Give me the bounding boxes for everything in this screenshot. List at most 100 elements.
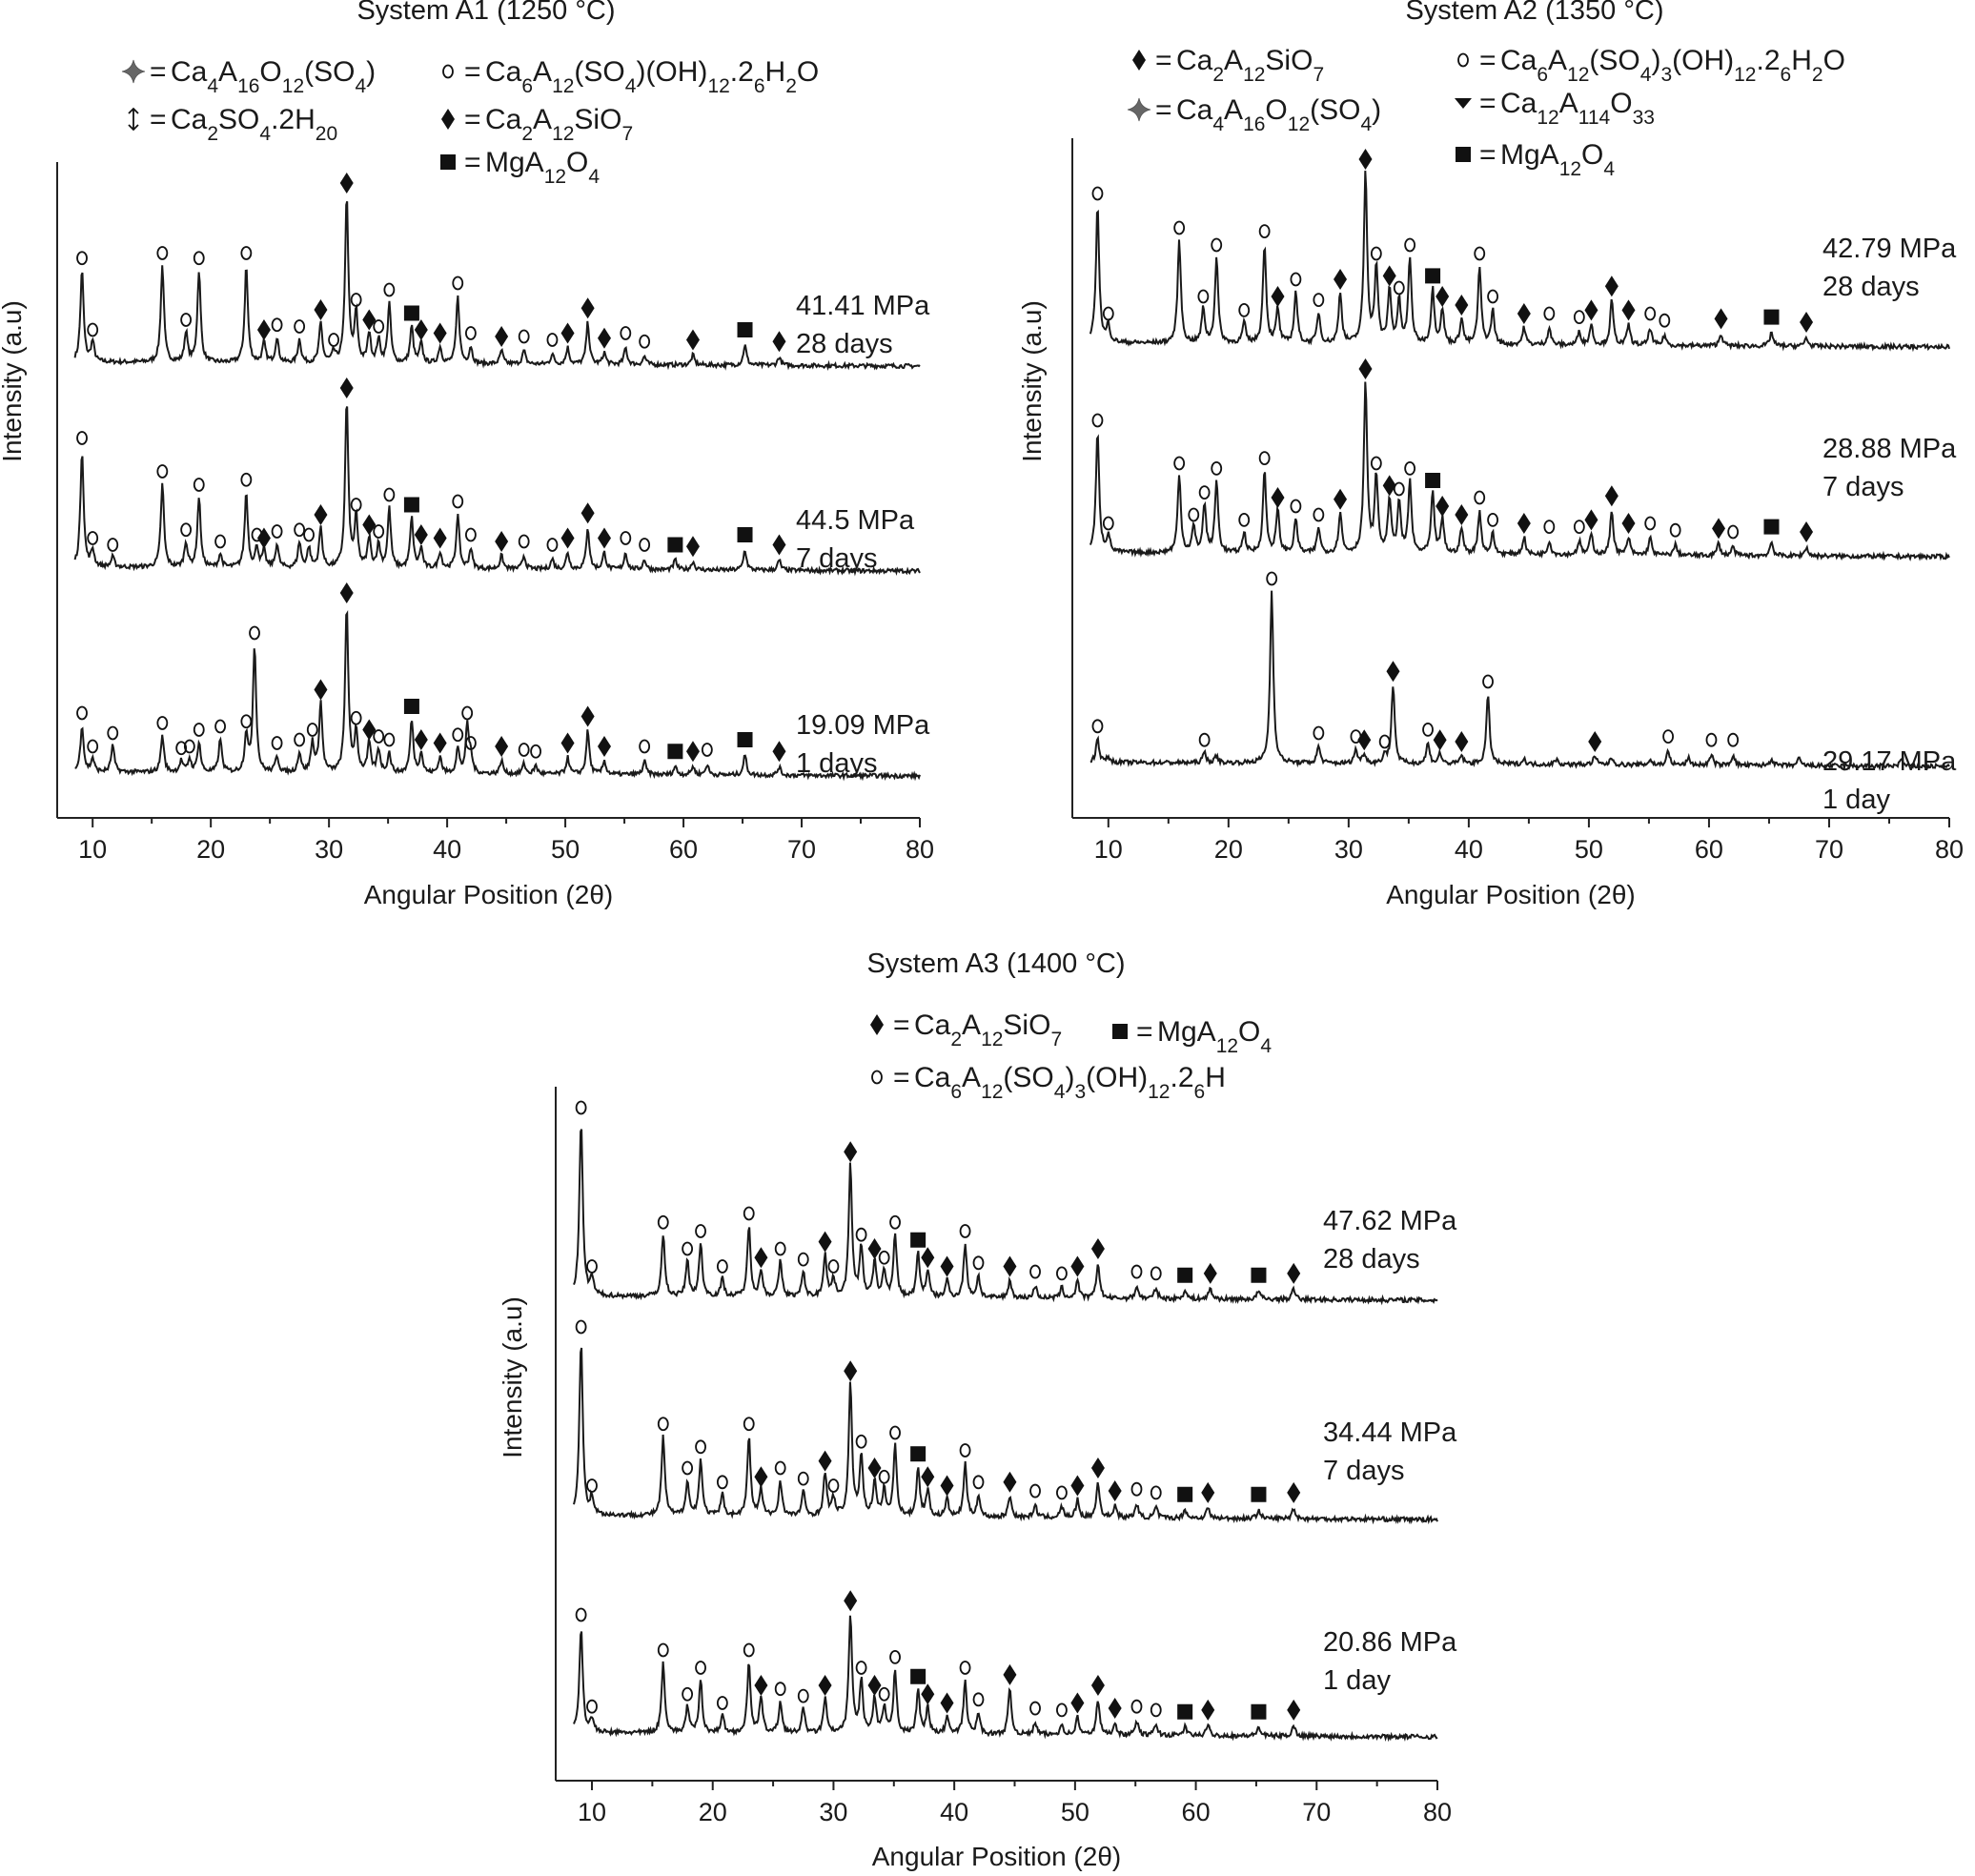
series-1: 47.62 MPa 28 days [573, 1100, 1457, 1306]
circle-marker [1091, 186, 1104, 201]
peak-marker [271, 524, 283, 539]
chart-2: System A2 (1350 °C)= Ca2A12SiO7 = Ca6A12(SO… [1017, 0, 1964, 909]
peak-marker [461, 705, 474, 721]
diamond-marker [1201, 1699, 1215, 1721]
circle-marker [214, 719, 226, 734]
circle-marker [546, 333, 559, 347]
peak-marker [910, 1446, 926, 1462]
legend-equals: = [893, 1009, 910, 1041]
peak-marker [1393, 481, 1405, 497]
peak-marker [1378, 734, 1391, 749]
peak-marker [1258, 451, 1271, 466]
peak-marker [180, 313, 193, 327]
peak-marker [1091, 413, 1104, 428]
diamond-marker [754, 1466, 768, 1488]
peak-marker [1091, 719, 1104, 734]
peak-marker [818, 1675, 832, 1696]
peak-marker [940, 1692, 954, 1714]
diamond-marker [685, 329, 700, 351]
peak-marker [1150, 1266, 1162, 1281]
legend-equals: = [150, 104, 167, 135]
diamond-marker [339, 173, 354, 194]
peak-marker [1435, 496, 1450, 517]
circle-marker [797, 1252, 809, 1267]
peak-marker [1271, 487, 1285, 508]
peak-marker [737, 322, 753, 337]
peak-marker [1287, 1699, 1301, 1721]
x-axis-label: Angular Position (2θ) [872, 1842, 1121, 1871]
x-tick-label: 30 [315, 835, 343, 864]
age-label: 1 days [796, 748, 877, 779]
peak-marker [1197, 289, 1210, 304]
series-1: 42.79 MPa 28 days [1089, 149, 1957, 353]
arrow-marker [128, 107, 139, 132]
circle-marker [442, 64, 454, 79]
peak-marker [1455, 731, 1469, 752]
diamond-marker [256, 527, 271, 549]
peak-marker [1474, 490, 1486, 505]
circle-marker [701, 743, 713, 757]
x-tick-label: 40 [940, 1798, 968, 1826]
circle-marker [1370, 456, 1382, 471]
diffraction-line [74, 610, 921, 782]
square-legend-icon [1456, 147, 1471, 162]
diamond-marker [597, 327, 611, 349]
peak-marker [940, 1475, 954, 1497]
circle-marker [972, 1475, 985, 1490]
circle-marker [743, 1206, 755, 1221]
peak-marker [972, 1475, 985, 1490]
peak-marker [910, 1668, 926, 1684]
circle-marker [774, 1682, 786, 1697]
diamond-marker [1003, 1663, 1017, 1685]
peak-marker [1588, 731, 1602, 752]
circle-marker [518, 329, 530, 344]
peak-marker [383, 732, 396, 747]
circle-marker [294, 319, 306, 334]
diamond-marker [495, 326, 509, 347]
diamond-marker [844, 1141, 858, 1163]
circle-marker [303, 527, 315, 542]
x-tick-label: 70 [1815, 835, 1843, 864]
peak-marker [1433, 729, 1447, 751]
circle-marker [1457, 52, 1469, 68]
peak-marker [1705, 732, 1718, 747]
y-axis-label: Intensity (a.u) [498, 1296, 527, 1458]
peak-marker [1287, 1481, 1301, 1503]
chart-1: System A1 (1250 °C)= Ca4A16O12(SO4) = Ca6A1… [0, 0, 934, 909]
diamond-marker [1714, 308, 1728, 330]
peak-marker [465, 326, 477, 340]
peak-marker [1173, 220, 1186, 235]
peak-marker [695, 1439, 706, 1455]
diffraction-line [1089, 171, 1950, 353]
circle-marker [373, 524, 385, 539]
circle-marker [1056, 1703, 1068, 1718]
peak-marker [774, 1241, 786, 1256]
peak-marker [1198, 485, 1211, 500]
peak-marker [940, 1255, 954, 1277]
series-1: 41.41 MPa 28 days [73, 173, 930, 372]
diamond-marker [754, 1247, 768, 1269]
peak-marker [701, 743, 713, 757]
peak-marker [1201, 1699, 1215, 1721]
peak-marker [1800, 521, 1814, 542]
age-label: 28 days [1323, 1244, 1420, 1274]
legend-entry: = Ca6A12(SO4)(OH)12.26H2O [442, 56, 819, 97]
circle-marker [271, 524, 283, 539]
square-marker [403, 699, 419, 714]
circle-marker [240, 246, 253, 260]
peak-marker [1070, 1255, 1085, 1277]
circle-marker [87, 531, 99, 545]
circle-marker [1662, 729, 1674, 744]
circle-marker [1056, 1485, 1068, 1500]
peak-marker [1173, 456, 1186, 471]
series-3: 20.86 MPa 1 day [573, 1590, 1457, 1743]
peak-marker [1090, 1458, 1105, 1478]
peak-marker [1404, 460, 1416, 476]
circle-marker [1150, 1485, 1162, 1500]
axes: 10 20 30 40 50 60 70 80 [555, 1087, 1452, 1826]
circle-marker [1029, 1264, 1041, 1279]
circle-marker [878, 1469, 890, 1484]
square-marker [1251, 1703, 1267, 1720]
circle-marker [465, 736, 477, 750]
